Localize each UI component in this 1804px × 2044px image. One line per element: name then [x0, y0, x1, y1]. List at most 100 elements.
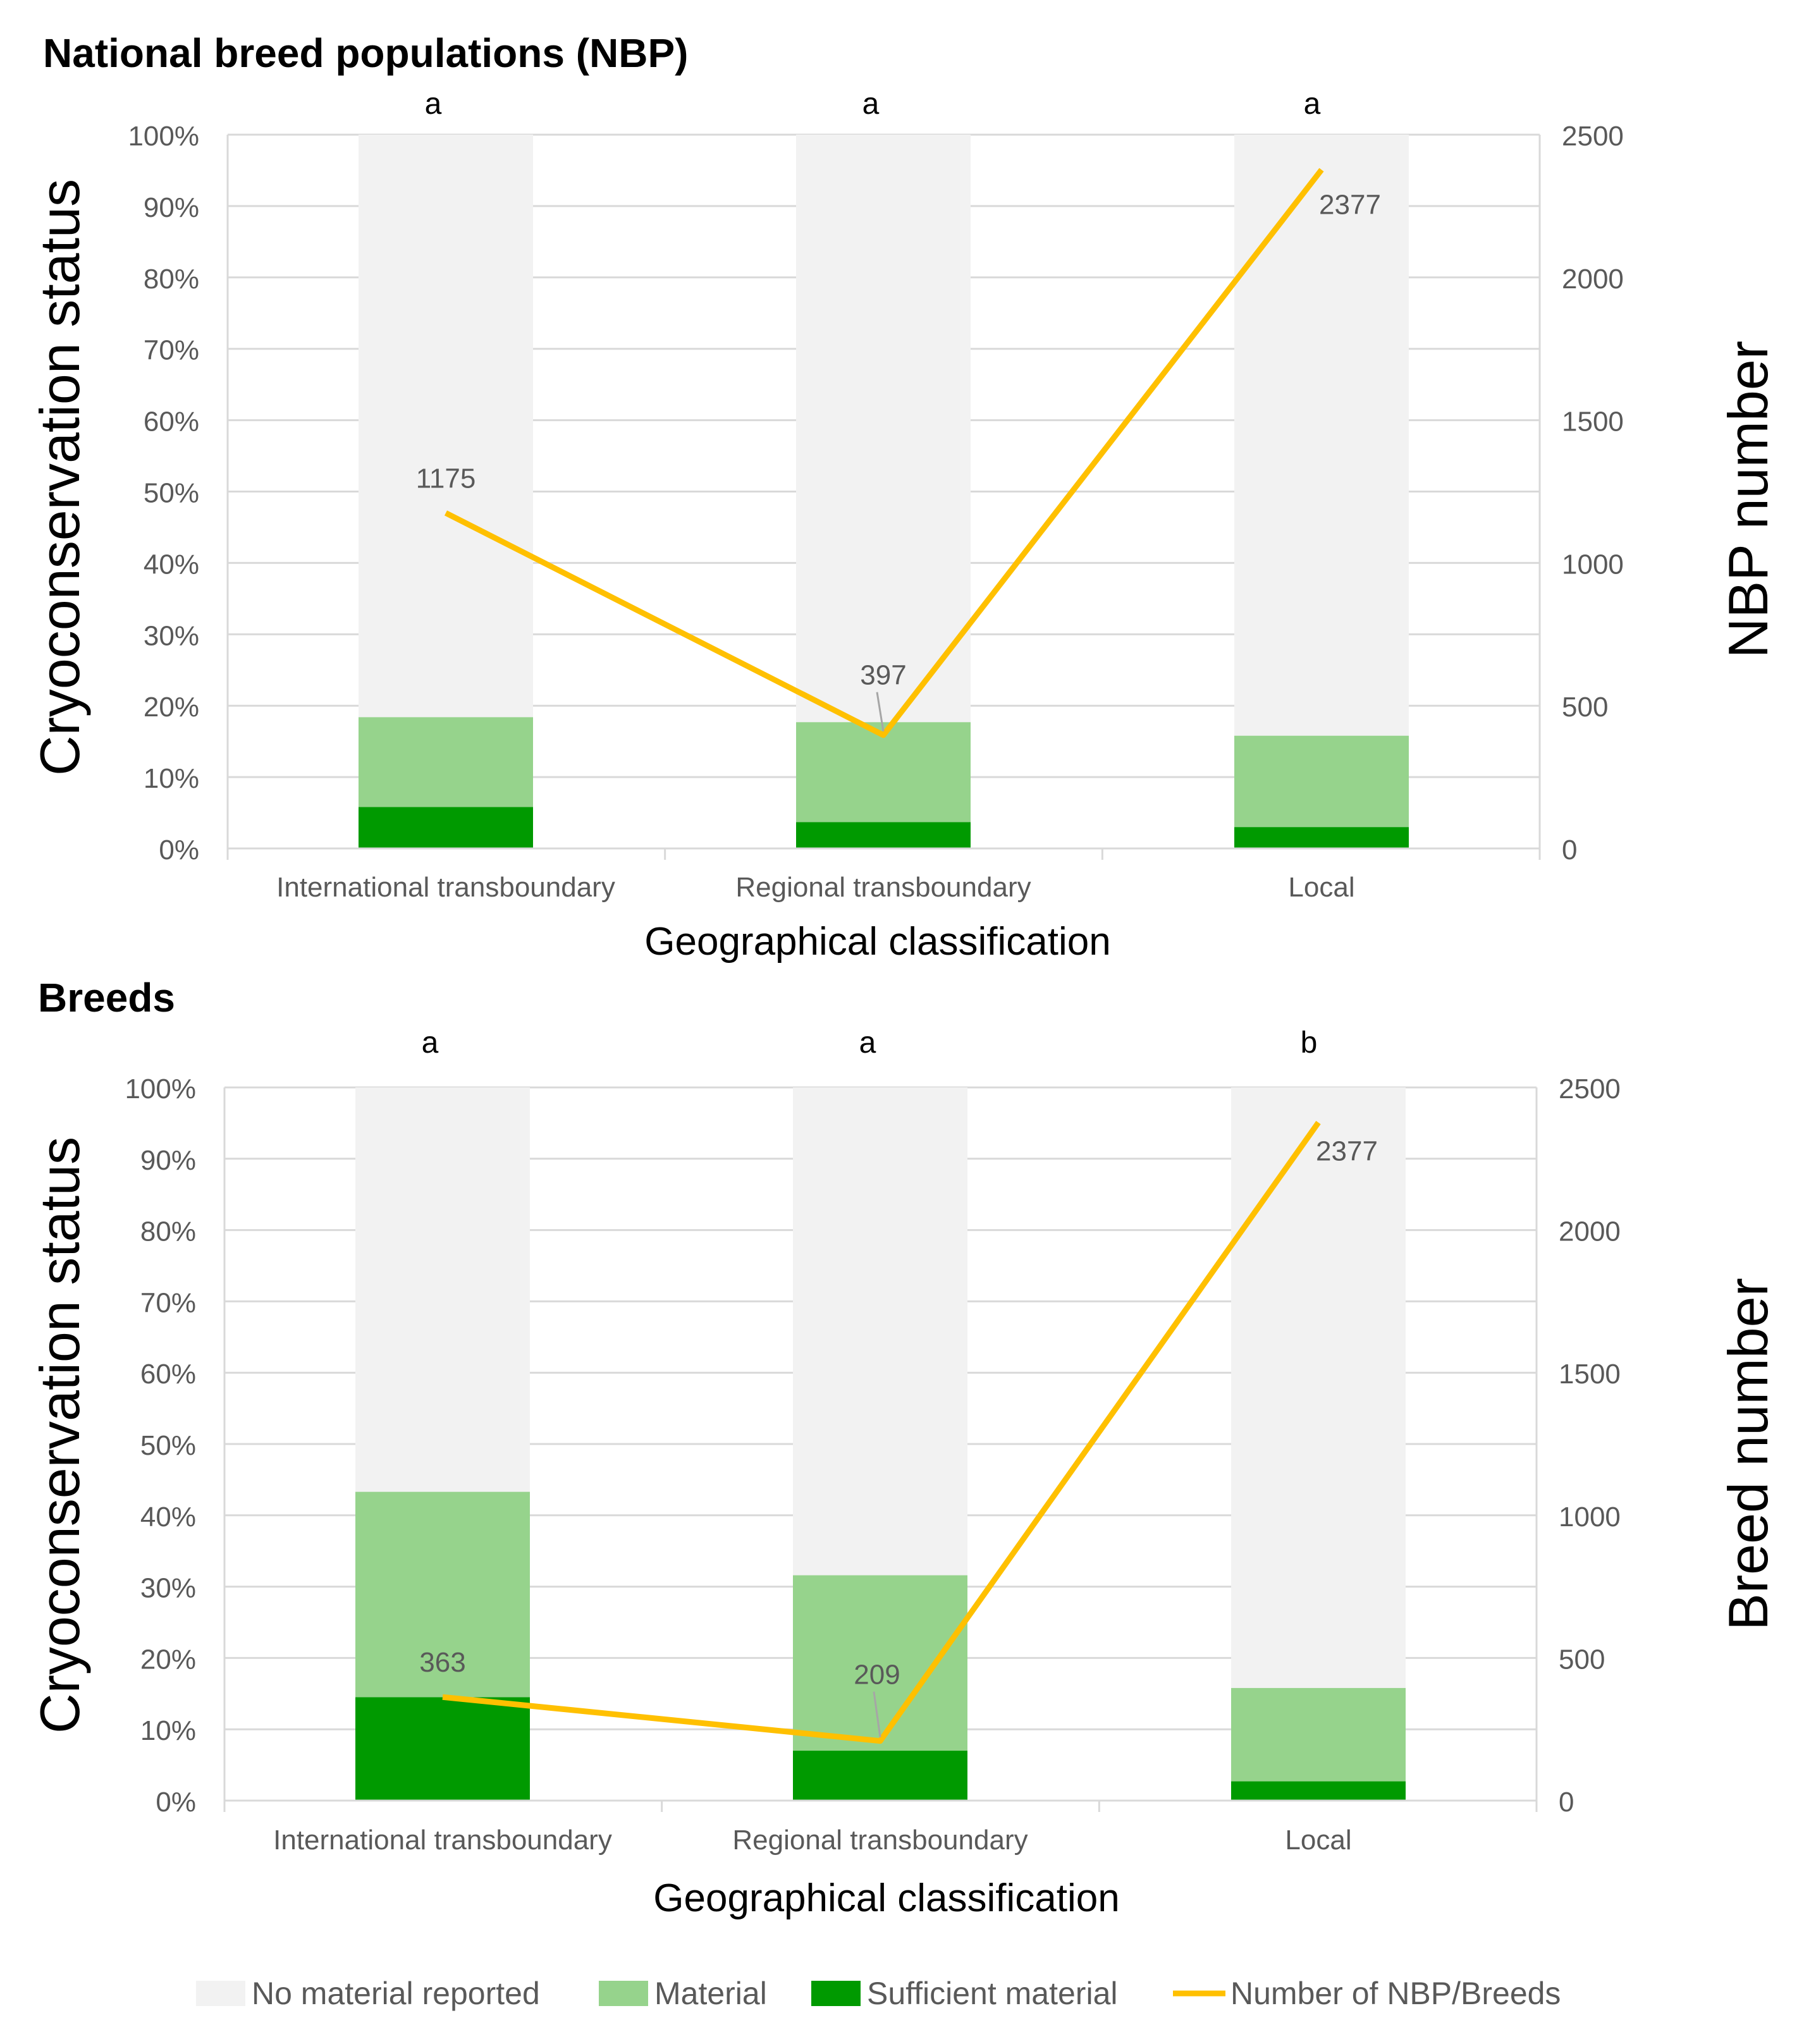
y-axis-label: Cryoconservation status	[28, 179, 91, 776]
count-data-label: 2377	[1316, 1135, 1378, 1166]
bar-material	[355, 1491, 530, 1698]
group-letter: a	[425, 87, 442, 121]
legend-label-line: Number of NBP/Breeds	[1230, 1976, 1561, 2011]
count-data-label: 209	[854, 1660, 900, 1691]
y-tick-label: 100%	[128, 121, 199, 152]
bar-sufficient-material	[796, 822, 971, 848]
chart-title: Breeds	[38, 975, 175, 1020]
y-tick-label: 90%	[140, 1145, 196, 1176]
y2-tick-label: 1000	[1559, 1502, 1621, 1533]
bars	[359, 135, 1409, 848]
count-line-path	[442, 1120, 1321, 1744]
x-tick-label: International transboundary	[273, 1825, 612, 1856]
bar-no-material-reported	[1234, 135, 1409, 736]
bar-material	[1234, 735, 1409, 828]
y-tick-label: 30%	[140, 1573, 196, 1604]
y-tick-label: 20%	[144, 692, 199, 723]
y-tick-labels: 0% 10% 20% 30% 40% 50% 60% 70% 80% 90% 100%	[128, 121, 199, 866]
y2-tick-label: 1500	[1559, 1359, 1621, 1390]
data-label-leader	[876, 692, 885, 731]
legend: No material reported Material Sufficient…	[196, 1976, 1561, 2011]
y2-axis-label: NBP number	[1717, 341, 1779, 658]
x-tick-labels: International transboundary Regional tran…	[276, 872, 1354, 903]
y2-tick-label: 0	[1562, 835, 1577, 866]
y2-tick-label: 1500	[1562, 407, 1624, 438]
y2-tick-label: 2500	[1562, 121, 1624, 152]
count-line-path	[444, 168, 1324, 738]
bar-sufficient-material	[1231, 1781, 1406, 1801]
legend-swatch-material	[599, 1981, 648, 2006]
y2-tick-label: 500	[1562, 692, 1608, 723]
bar-material	[1231, 1687, 1406, 1782]
count-data-label: 363	[419, 1647, 465, 1678]
x-tick-label: International transboundary	[276, 872, 615, 903]
group-letter: a	[422, 1026, 439, 1060]
group-letter: a	[862, 87, 880, 121]
legend-label-material: Material	[654, 1976, 767, 2011]
y-tick-labels: 0% 10% 20% 30% 40% 50% 60% 70% 80% 90% 100%	[125, 1074, 196, 1818]
y-tick-label: 0%	[159, 835, 199, 866]
y-tick-label: 10%	[144, 763, 199, 794]
y-tick-label: 60%	[144, 407, 199, 438]
count-line: 1175 397 2377	[416, 168, 1381, 738]
bar-sufficient-material	[355, 1697, 530, 1801]
chart-title: National breed populations (NBP)	[43, 30, 688, 76]
x-tick-labels: International transboundary Regional tran…	[273, 1825, 1351, 1856]
y2-tick-labels: 0 500 1000 1500 2000 2500	[1559, 1074, 1621, 1818]
x-tick-label: Local	[1285, 1825, 1351, 1856]
y-tick-label: 20%	[140, 1644, 196, 1675]
y2-axis-label: Breed number	[1717, 1278, 1779, 1631]
bar-material	[359, 717, 533, 807]
chart-breeds: Breeds 0% 10% 20% 30% 40% 50% 60% 70% 80% 90% 100%…	[28, 975, 1779, 1920]
x-tick-label: Local	[1288, 872, 1354, 903]
group-letter: a	[859, 1026, 876, 1060]
x-tick-label: Regional transboundary	[735, 872, 1031, 903]
bar-no-material-reported	[1231, 1087, 1406, 1688]
y-tick-label: 80%	[140, 1216, 196, 1247]
y-tick-label: 40%	[140, 1502, 196, 1533]
x-axis-label: Geographical classification	[653, 1876, 1120, 1920]
y2-tick-label: 1000	[1562, 549, 1624, 580]
legend-swatch-sufficient	[811, 1981, 861, 2006]
y-tick-label: 80%	[144, 264, 199, 295]
bar-no-material-reported	[796, 135, 971, 723]
count-data-label: 397	[860, 660, 906, 691]
count-line: 363 209 2377	[419, 1120, 1378, 1744]
y-tick-label: 40%	[144, 549, 199, 580]
bar-no-material-reported	[359, 135, 533, 718]
bars	[355, 1087, 1406, 1801]
y2-tick-labels: 0 500 1000 1500 2000 2500	[1562, 121, 1624, 866]
bar-sufficient-material	[359, 807, 533, 848]
y-tick-label: 90%	[144, 192, 199, 223]
group-letter: a	[1304, 87, 1321, 121]
y2-tick-label: 0	[1559, 1787, 1574, 1818]
y-tick-label: 60%	[140, 1359, 196, 1390]
y2-tick-label: 2000	[1559, 1216, 1621, 1247]
y2-tick-label: 2000	[1562, 264, 1624, 295]
y-tick-label: 30%	[144, 620, 199, 651]
y-tick-label: 70%	[144, 335, 199, 366]
y-tick-label: 10%	[140, 1715, 196, 1746]
y2-tick-label: 2500	[1559, 1074, 1621, 1105]
axes	[223, 1087, 1538, 1812]
x-axis-label: Geographical classification	[644, 920, 1111, 964]
y-tick-label: 70%	[140, 1287, 196, 1318]
count-data-label: 1175	[416, 463, 476, 494]
x-tick-label: Regional transboundary	[732, 1825, 1028, 1856]
bar-no-material-reported	[793, 1087, 967, 1576]
axes	[226, 135, 1541, 860]
bar-material	[796, 722, 971, 823]
y-tick-label: 50%	[144, 478, 199, 509]
bar-sufficient-material	[1234, 827, 1409, 848]
y-tick-label: 50%	[140, 1430, 196, 1461]
legend-label-sufficient: Sufficient material	[867, 1976, 1117, 2011]
legend-swatch-no-material	[196, 1981, 245, 2006]
legend-label-no-material: No material reported	[252, 1976, 540, 2011]
group-letter: b	[1301, 1026, 1318, 1060]
y-tick-label: 0%	[156, 1787, 196, 1818]
data-label-leader	[873, 1691, 881, 1737]
count-data-label: 2377	[1319, 190, 1381, 221]
y-tick-label: 100%	[125, 1074, 196, 1105]
